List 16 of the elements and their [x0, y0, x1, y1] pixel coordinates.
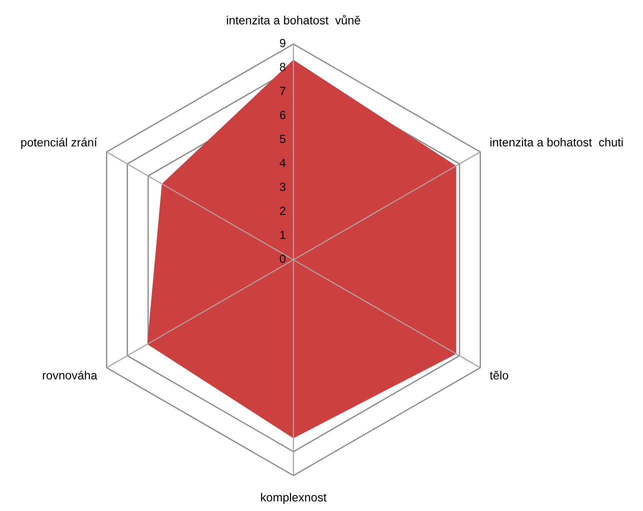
y-tick-label: 1 [280, 230, 286, 239]
y-tick-label: 8 [280, 62, 286, 72]
y-tick-label: 0 [280, 254, 286, 263]
y-tick-label: 5 [280, 134, 286, 144]
spoke-label: potenciál zrání [21, 138, 98, 149]
y-tick-label: 6 [280, 110, 286, 120]
spoke-label: tělo [490, 370, 508, 380]
y-tick-label: 4 [280, 158, 286, 167]
y-tick-label: 3 [280, 182, 286, 192]
y-tick-label: 9 [280, 38, 286, 48]
spoke-label: intenzita a bohatost chuti [490, 138, 623, 146]
y-tick-label: 7 [280, 86, 286, 96]
spoke-label: rovnováha [42, 370, 98, 380]
y-tick-label: 2 [280, 206, 286, 215]
spoke-label: komplexnost [261, 492, 326, 504]
spoke-label: intenzita a bohatost vůně [226, 14, 360, 24]
